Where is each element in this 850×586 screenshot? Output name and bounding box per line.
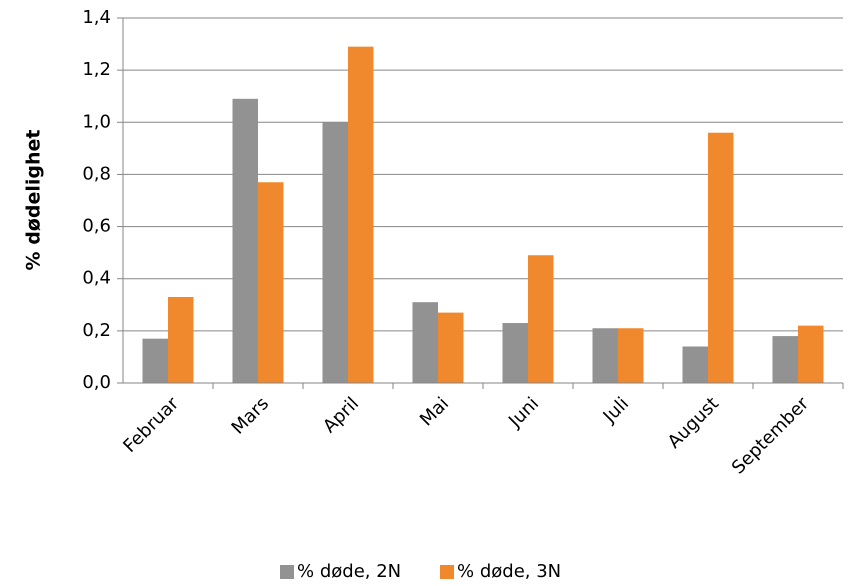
y-tick-label: 1,2: [82, 59, 111, 80]
x-tick-label: April: [319, 393, 363, 437]
x-tick-label: Juli: [599, 393, 633, 427]
bar: [772, 336, 798, 383]
bar: [412, 302, 438, 383]
bar: [682, 346, 708, 383]
bar: [528, 255, 554, 383]
bar: [232, 98, 258, 384]
y-axis-label: % dødelighet: [23, 130, 45, 271]
x-tick-label: Mai: [416, 393, 453, 430]
x-tick-label: Juni: [504, 393, 543, 432]
y-tick-label: 0,0: [82, 372, 111, 393]
y-tick-label: 1,0: [82, 111, 111, 132]
bar: [618, 328, 644, 383]
x-tick-label: August: [664, 393, 723, 452]
bar: [258, 182, 284, 383]
y-tick-label: 0,2: [82, 320, 111, 341]
y-tick-label: 0,6: [82, 216, 111, 237]
x-tick-label: Mars: [228, 393, 273, 438]
bar: [322, 122, 348, 384]
legend-label: % døde, 3N: [457, 561, 561, 582]
x-tick-label: Februar: [119, 393, 183, 457]
bar: [502, 323, 528, 383]
x-tick-label: September: [728, 393, 814, 479]
bar: [348, 46, 374, 384]
legend-swatch: [280, 565, 294, 579]
legend-swatch: [440, 565, 454, 579]
bar: [168, 296, 194, 383]
y-tick-label: 0,8: [82, 163, 111, 184]
y-tick-label: 0,4: [82, 268, 111, 289]
bar: [438, 312, 464, 383]
bar: [142, 338, 168, 383]
bar: [708, 132, 734, 383]
bar: [798, 325, 824, 383]
y-tick-label: 1,4: [82, 7, 111, 28]
legend-label: % døde, 2N: [297, 561, 401, 582]
bar: [592, 328, 618, 383]
